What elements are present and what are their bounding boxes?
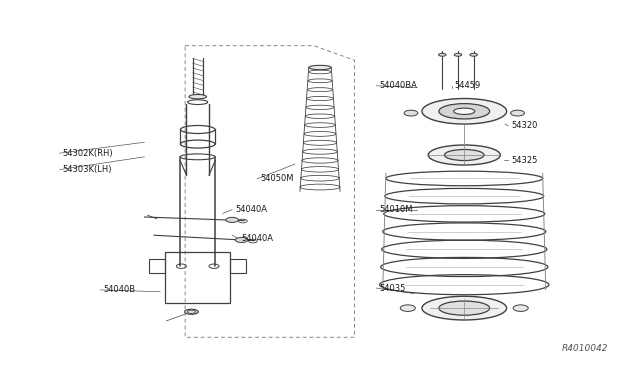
Ellipse shape [470, 53, 477, 56]
Ellipse shape [439, 301, 490, 315]
Text: 54040A: 54040A [242, 234, 274, 243]
Text: 54050M: 54050M [260, 174, 294, 183]
Ellipse shape [444, 150, 484, 161]
Ellipse shape [236, 237, 248, 243]
Ellipse shape [422, 296, 507, 320]
Ellipse shape [439, 104, 490, 119]
Text: 54325: 54325 [511, 156, 538, 165]
Text: 54040B: 54040B [104, 285, 136, 294]
Text: R4010042: R4010042 [562, 344, 609, 353]
Ellipse shape [189, 94, 207, 99]
Ellipse shape [454, 53, 461, 56]
Text: 54010M: 54010M [380, 205, 413, 214]
Ellipse shape [184, 309, 198, 314]
Ellipse shape [428, 145, 500, 165]
Ellipse shape [454, 108, 475, 115]
Ellipse shape [400, 305, 415, 311]
Ellipse shape [438, 53, 446, 56]
Ellipse shape [513, 305, 528, 311]
Ellipse shape [422, 99, 507, 124]
Text: 54040BA: 54040BA [380, 81, 417, 90]
Ellipse shape [511, 110, 524, 116]
Ellipse shape [308, 65, 332, 70]
Text: 54303K(LH): 54303K(LH) [63, 165, 113, 174]
Text: 54459: 54459 [455, 81, 481, 90]
Text: 54035: 54035 [380, 283, 406, 292]
Text: 54040A: 54040A [236, 205, 268, 214]
Text: 54302K(RH): 54302K(RH) [63, 149, 113, 158]
Text: 54320: 54320 [511, 121, 538, 130]
Ellipse shape [404, 110, 418, 116]
Ellipse shape [226, 217, 239, 222]
